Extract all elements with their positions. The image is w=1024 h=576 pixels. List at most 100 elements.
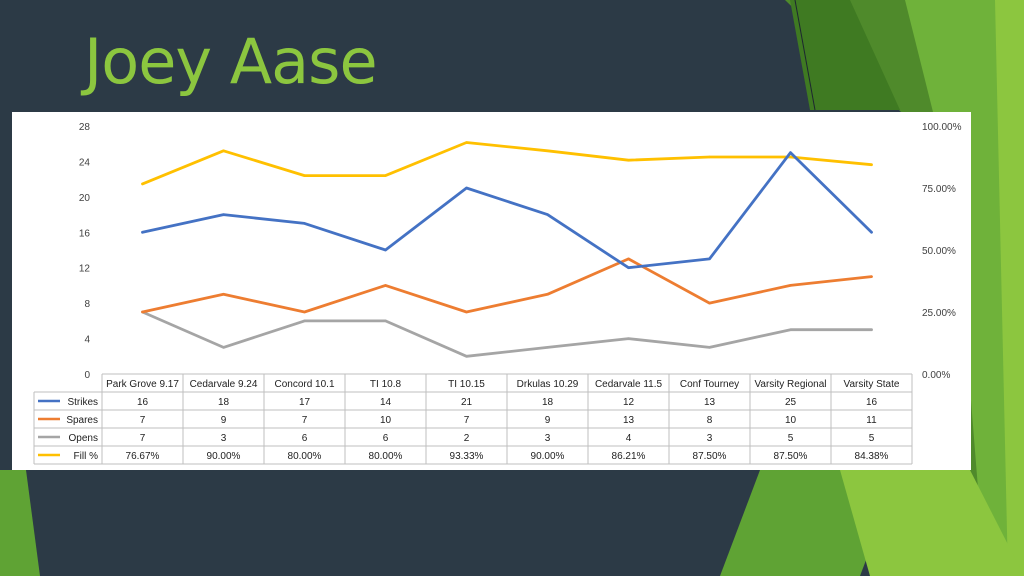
category-label: TI 10.15 [448,379,485,390]
data-cell: 11 [866,415,877,426]
data-point [465,141,468,144]
data-cell: 87.50% [774,451,808,462]
data-cell: 6 [302,433,308,444]
deco-facet-left [0,470,40,576]
legend-label: Spares [66,415,98,426]
category-label: Varsity State [844,379,900,390]
deco-facet-top [790,0,900,110]
data-cell: 13 [704,397,716,408]
left-axis-tick: 0 [84,370,90,381]
data-point [384,284,387,287]
left-axis-tick: 8 [84,299,90,310]
right-axis-tick: 25.00% [922,308,956,319]
series-line-strikes [141,151,873,270]
data-cell: 5 [869,433,875,444]
left-axis-tick: 24 [79,157,91,168]
left-axis-tick: 16 [79,228,91,239]
data-point [465,186,468,190]
data-cell: 7 [464,415,470,426]
data-point [222,346,225,349]
data-cell: 80.00% [369,451,403,462]
data-point [870,231,873,234]
data-cell: 4 [626,433,632,444]
data-point [303,174,306,177]
data-cell: 3 [707,433,713,444]
data-point [222,213,225,216]
right-axis-tick: 100.00% [922,122,962,133]
category-label: TI 10.8 [370,379,402,390]
data-cell: 7 [302,415,308,426]
category-label: Drkulas 10.29 [517,379,579,390]
data-point [384,248,387,252]
data-point [303,319,306,323]
data-point [384,319,387,323]
data-cell: 87.50% [693,451,727,462]
right-axis-tick: 50.00% [922,246,956,257]
series-line-fill [141,141,873,186]
data-point [708,346,711,349]
data-point [141,182,144,186]
data-cell: 16 [137,397,149,408]
data-cell: 13 [623,415,635,426]
data-point [384,174,387,177]
data-point [627,158,630,162]
category-label: Cedarvale 11.5 [595,379,663,390]
data-cell: 84.38% [855,451,889,462]
data-point [465,355,468,358]
data-cell: 80.00% [288,451,322,462]
category-label: Cedarvale 9.24 [190,379,258,390]
category-label: Varsity Regional [754,379,826,390]
data-point [708,155,711,159]
data-cell: 7 [140,415,146,426]
data-point [141,310,144,314]
data-point [303,222,306,225]
data-cell: 90.00% [531,451,565,462]
deco-band-light [995,0,1024,576]
data-cell: 5 [788,433,794,444]
data-cell: 14 [380,397,392,408]
data-point [546,293,549,296]
data-point [789,284,792,287]
data-point [546,213,549,216]
data-point [222,293,225,296]
data-cell: 17 [299,397,311,408]
deco-facet-bottom-light [840,470,1024,576]
data-cell: 2 [464,433,470,444]
data-point [222,149,225,152]
category-label: Conf Tourney [680,379,739,390]
data-cell: 9 [221,415,227,426]
data-cell: 3 [545,433,551,444]
data-cell: 3 [221,433,227,444]
data-cell: 18 [542,397,554,408]
data-cell: 93.33% [450,451,484,462]
left-axis-tick: 20 [79,193,91,204]
right-axis-tick: 0.00% [922,370,950,381]
left-axis-tick: 4 [84,335,90,346]
chart-panel: 0 4 8 12 16 20 24 28 0.00% 25.00% 50.00% 75.00% 100.… [12,112,971,470]
left-axis-tick: 12 [79,264,91,275]
data-point [546,346,549,349]
data-point [627,337,630,340]
data-point [708,257,711,261]
data-cell: 21 [461,397,473,408]
slide-title: Joey Aase [84,25,378,98]
data-cell: 8 [707,415,713,426]
data-point [789,155,792,159]
data-cell: 16 [866,397,878,408]
data-point [141,231,144,234]
left-axis-tick: 28 [79,122,91,133]
series-line-spares [141,257,873,314]
data-cell: 25 [785,397,797,408]
data-point [708,301,711,305]
data-point [789,328,792,331]
data-cell: 7 [140,433,146,444]
data-cell: 9 [545,415,551,426]
data-point [303,310,306,314]
legend-label: Fill % [74,451,99,462]
data-point [789,151,792,154]
category-label: Park Grove 9.17 [106,379,179,390]
legend-label: Strikes [67,397,98,408]
data-point [627,257,630,261]
deco-line [794,0,816,111]
data-cell: 86.21% [612,451,646,462]
